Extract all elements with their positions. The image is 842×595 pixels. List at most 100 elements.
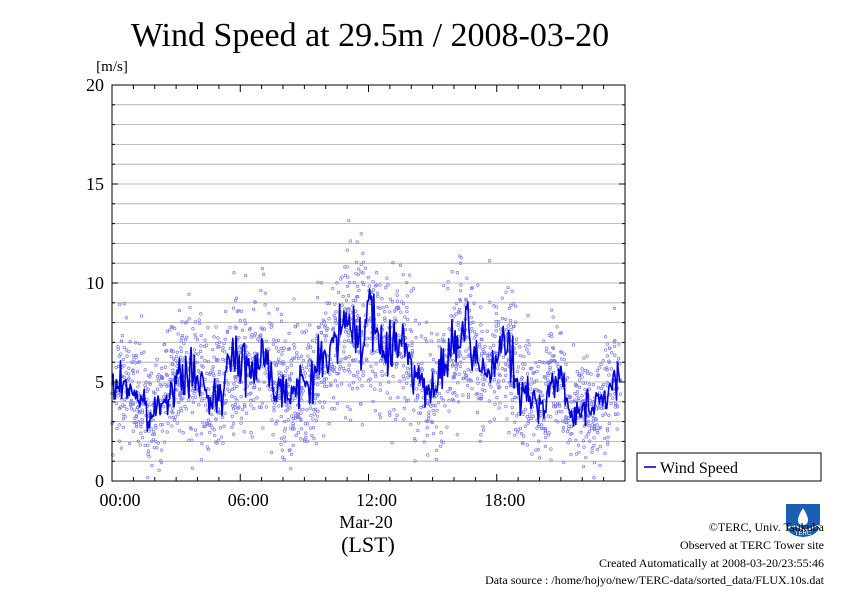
sample-point	[319, 380, 324, 384]
sample-point	[488, 300, 492, 304]
sample-point	[404, 371, 409, 375]
sample-point	[205, 422, 210, 426]
sample-point	[179, 346, 183, 350]
sample-point	[393, 316, 397, 320]
sample-point	[346, 275, 350, 279]
sample-point	[451, 391, 455, 395]
sample-point	[462, 356, 466, 360]
sample-point	[423, 336, 427, 341]
sample-point	[314, 418, 319, 423]
sample-point	[458, 261, 463, 265]
sample-point	[430, 368, 435, 372]
sample-point	[405, 366, 410, 371]
sample-point	[215, 358, 219, 362]
sample-point	[386, 283, 390, 287]
sample-point	[588, 398, 592, 402]
sample-point	[455, 433, 459, 437]
sample-point	[387, 380, 391, 384]
sample-point	[356, 370, 360, 374]
sample-point	[543, 444, 548, 449]
sample-point	[575, 393, 579, 398]
sample-point	[416, 362, 420, 367]
sample-point	[462, 370, 467, 374]
sample-point	[380, 373, 384, 378]
sample-point	[179, 349, 184, 354]
sample-point	[451, 362, 455, 367]
sample-point	[347, 334, 351, 338]
sample-point	[174, 354, 179, 359]
sample-point	[405, 317, 410, 322]
sample-point	[114, 401, 118, 406]
sample-point	[496, 362, 500, 366]
sample-point	[311, 417, 315, 421]
sample-point	[600, 406, 604, 411]
sample-point	[293, 416, 297, 420]
sample-point	[184, 407, 188, 411]
sample-point	[116, 345, 120, 349]
sample-point	[354, 260, 359, 265]
sample-point	[395, 293, 399, 297]
sample-point	[190, 410, 195, 415]
sample-point	[377, 312, 381, 317]
sample-point	[466, 367, 470, 372]
sample-point	[159, 459, 163, 463]
sample-point	[592, 476, 596, 480]
sample-point	[230, 425, 234, 429]
sample-point	[129, 400, 133, 404]
sample-point	[195, 337, 200, 342]
x-tick-label: 06:00	[228, 490, 269, 510]
sample-point	[459, 256, 463, 260]
sample-point	[325, 328, 329, 332]
sample-point	[207, 387, 211, 391]
sample-point	[437, 391, 442, 396]
sample-point	[367, 284, 371, 288]
sample-point	[153, 424, 158, 428]
sample-point	[342, 350, 346, 354]
sample-point	[324, 377, 328, 381]
sample-point	[510, 289, 514, 293]
sample-point	[312, 412, 316, 416]
sample-point	[366, 275, 370, 280]
sample-point	[263, 291, 267, 295]
sample-point	[327, 301, 332, 305]
sample-point	[495, 366, 500, 370]
sample-point	[187, 292, 191, 297]
sample-point	[341, 294, 345, 299]
sample-point	[301, 369, 305, 373]
sample-point	[592, 436, 596, 440]
sample-point	[535, 388, 539, 392]
sample-point	[418, 411, 423, 415]
sample-point	[341, 366, 346, 371]
sample-point	[496, 323, 501, 327]
sample-point	[306, 346, 310, 350]
sample-point	[218, 340, 222, 344]
sample-point	[580, 394, 584, 398]
sample-point	[315, 394, 320, 398]
sample-point	[231, 432, 236, 436]
sample-point	[519, 377, 524, 382]
sample-point	[506, 285, 510, 290]
sample-point	[235, 309, 240, 314]
sample-point	[550, 334, 554, 339]
sample-point	[343, 339, 347, 343]
sample-point	[332, 365, 337, 370]
sample-point	[394, 306, 399, 310]
sample-point	[118, 302, 122, 307]
y-tick-label: 5	[95, 372, 104, 392]
sample-point	[543, 428, 548, 433]
sample-point	[478, 345, 482, 349]
y-axis-unit-label: [m/s]	[96, 59, 128, 75]
sample-point	[268, 387, 272, 392]
sample-point	[315, 414, 319, 418]
sample-point	[239, 421, 243, 425]
sample-point	[548, 351, 552, 355]
sample-point	[385, 304, 389, 309]
sample-point	[424, 339, 429, 344]
sample-point	[238, 344, 243, 348]
sample-point	[249, 403, 253, 407]
sample-point	[207, 423, 211, 427]
sample-point	[178, 396, 183, 400]
sample-point	[134, 414, 139, 418]
sample-point	[253, 351, 257, 355]
